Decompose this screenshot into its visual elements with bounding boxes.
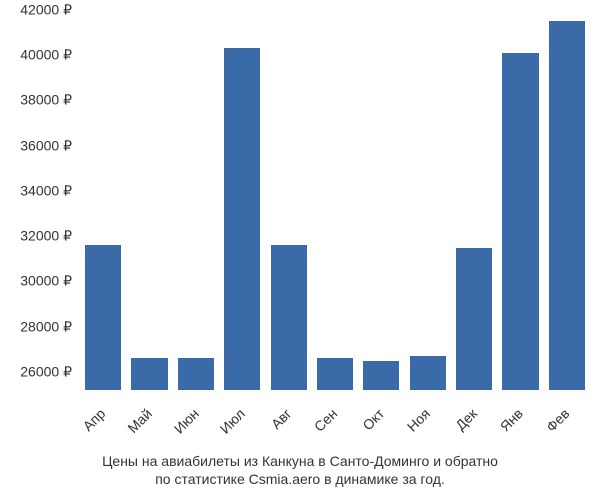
x-tick-label: Ноя <box>404 405 433 434</box>
y-tick-label: 40000 ₽ <box>20 47 72 64</box>
x-tick-label: Май <box>124 405 155 436</box>
caption-line-2: по статистике Csmia.aero в динамике за г… <box>155 471 445 487</box>
bar <box>502 53 538 390</box>
y-tick-label: 28000 ₽ <box>20 318 72 335</box>
y-axis: 26000 ₽ 28000 ₽ 30000 ₽ 32000 ₽ 34000 ₽ 36000… <box>0 10 80 390</box>
y-tick-label: 42000 ₽ <box>20 2 72 19</box>
x-tick-label: Апр <box>80 405 109 434</box>
y-tick-label: 38000 ₽ <box>20 92 72 109</box>
bar <box>363 361 399 390</box>
x-axis-labels: Апр Май Июн Июл Авг Сен Окт Ноя Дек Янв Фев <box>80 395 590 455</box>
bar <box>549 21 585 390</box>
bar <box>131 358 167 390</box>
caption-line-1: Цены на авиабилеты из Канкуна в Санто-До… <box>102 453 498 469</box>
bar <box>271 245 307 390</box>
bar-chart <box>80 10 590 390</box>
bar <box>317 358 353 390</box>
x-tick-label: Сен <box>311 405 340 434</box>
x-tick-label: Фев <box>543 405 573 435</box>
y-tick-label: 30000 ₽ <box>20 273 72 290</box>
y-tick-label: 26000 ₽ <box>20 363 72 380</box>
bar <box>224 48 260 390</box>
x-tick-label: Янв <box>497 405 526 434</box>
chart-caption: Цены на авиабилеты из Канкуна в Санто-До… <box>0 452 600 488</box>
plot-area <box>80 10 590 390</box>
bar <box>85 245 121 390</box>
x-tick-label: Дек <box>452 405 480 433</box>
x-tick-label: Июн <box>170 405 201 436</box>
y-tick-label: 34000 ₽ <box>20 182 72 199</box>
bar <box>178 358 214 390</box>
x-tick-label: Авг <box>268 405 295 432</box>
bar <box>456 248 492 391</box>
x-tick-label: Окт <box>359 405 387 433</box>
x-tick-label: Июл <box>217 405 248 436</box>
y-tick-label: 36000 ₽ <box>20 137 72 154</box>
y-tick-label: 32000 ₽ <box>20 228 72 245</box>
bar <box>410 356 446 390</box>
